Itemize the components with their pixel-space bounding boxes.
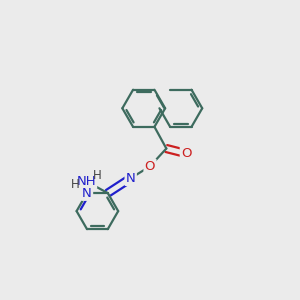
Text: N: N — [82, 187, 92, 200]
Text: N: N — [126, 172, 136, 185]
Text: O: O — [145, 160, 155, 173]
Text: H: H — [71, 178, 80, 191]
Text: O: O — [181, 147, 191, 160]
Text: H: H — [93, 169, 101, 182]
Text: NH: NH — [76, 175, 96, 188]
